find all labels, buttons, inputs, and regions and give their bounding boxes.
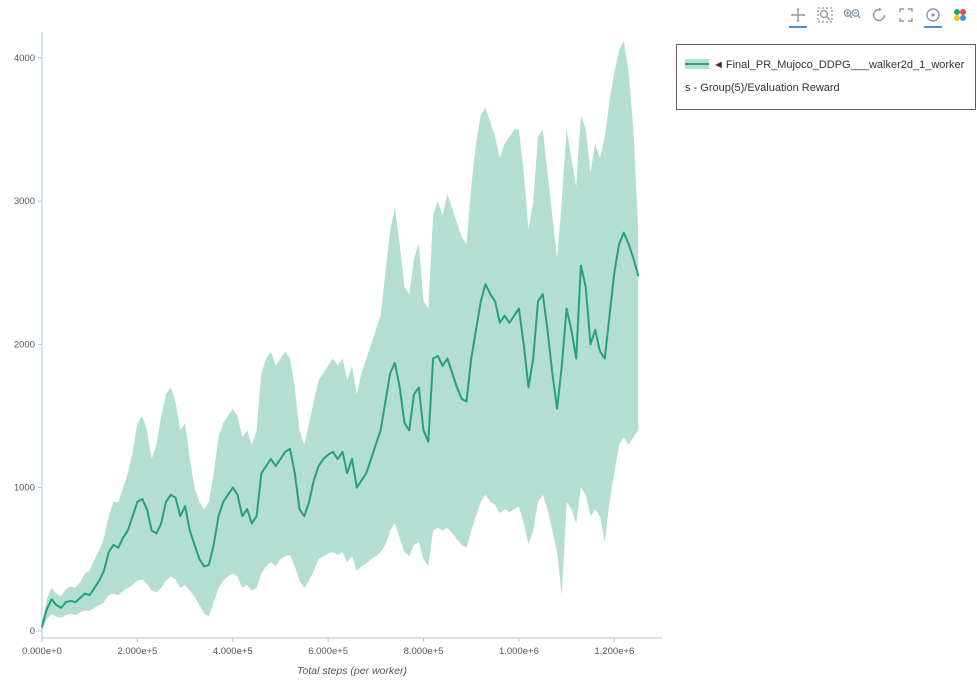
plot-area[interactable]: 0 1000 2000 3000 4000 0.000e+0 2.000e+5 4.000e+…: [0, 0, 672, 688]
confidence-band: [42, 40, 639, 631]
y-axis-tick-label: 0: [30, 626, 35, 637]
y-axis-tick-label: 1000: [14, 483, 35, 494]
legend-label: Final_PR_Mujoco_DDPG___walker2d_1_worker…: [685, 59, 965, 94]
x-axis-tick-label: 8.000e+5: [404, 646, 444, 657]
x-axis-tick-label: 6.000e+5: [308, 646, 348, 657]
reset-axes-icon[interactable]: [897, 6, 915, 24]
x-axis-tick-label: 2.000e+5: [117, 646, 157, 657]
x-axis-tick-label: 1.200e+6: [594, 646, 634, 657]
x-axis-tick-label: 0.000e+0: [22, 646, 62, 657]
autoscale-icon[interactable]: [870, 6, 888, 24]
legend-marker: ◄: [713, 59, 724, 71]
plotly-modebar: [789, 6, 969, 28]
plotly-logo-icon[interactable]: [951, 6, 969, 24]
y-axis-tick-label: 4000: [14, 53, 35, 64]
legend[interactable]: ◄ Final_PR_Mujoco_DDPG___walker2d_1_worke…: [676, 44, 976, 110]
y-axis-tick-label: 3000: [14, 196, 35, 207]
x-axis-title: Total steps (per worker): [297, 665, 407, 677]
zoom-in-out-icon[interactable]: [843, 6, 861, 24]
x-axis-tick-label: 4.000e+5: [213, 646, 253, 657]
mean-line: [41, 231, 640, 628]
hover-closest-icon[interactable]: [924, 6, 942, 28]
legend-swatch-icon: [685, 57, 709, 78]
box-zoom-icon[interactable]: [816, 6, 834, 24]
x-axis-tick-label: 1.000e+6: [499, 646, 539, 657]
pan-icon[interactable]: [789, 6, 807, 28]
y-axis-tick-label: 2000: [14, 339, 35, 350]
